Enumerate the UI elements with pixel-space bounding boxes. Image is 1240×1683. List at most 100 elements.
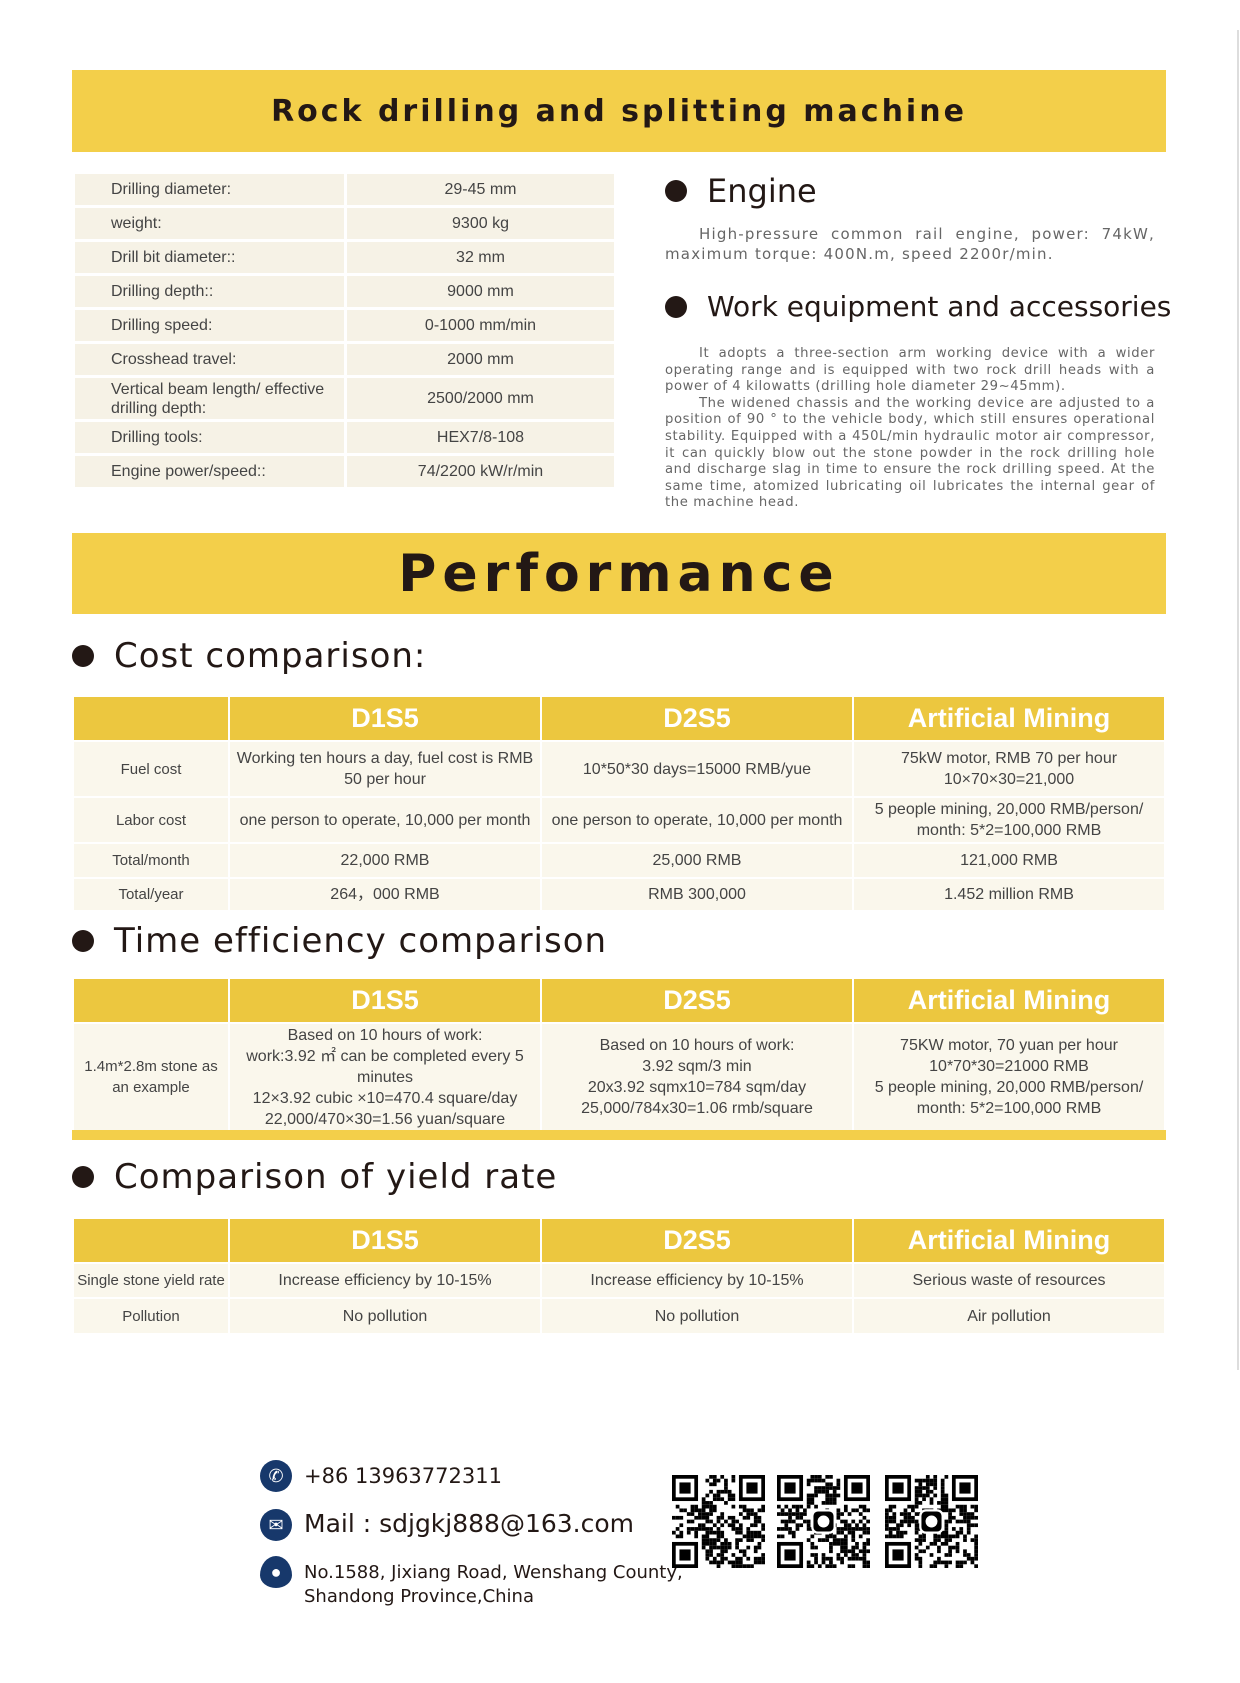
work-heading: Work equipment and accessories: [665, 290, 1171, 323]
table-row: Total/month 22,000 RMB 25,000 RMB 121,000 R…: [72, 842, 1166, 879]
table-cell: 75KW motor, 70 yuan per hour 10*70*30=21…: [852, 1022, 1166, 1132]
engine-heading: Engine: [665, 172, 817, 210]
column-header: D1S5: [228, 1217, 542, 1264]
time-heading: Time efficiency comparison: [72, 921, 607, 961]
bullet-icon: [665, 295, 687, 318]
spec-label: Crosshead travel:: [72, 341, 347, 378]
engine-paragraph: High-pressure common rail engine, power:…: [665, 225, 1155, 263]
address-line-1: No.1588, Jixiang Road, Wenshang County,: [304, 1562, 683, 1583]
spec-row: Drilling diameter: 29-45 mm: [72, 171, 617, 208]
table-footer-band: [72, 1130, 1166, 1140]
spec-value: HEX7/8-108: [344, 419, 617, 456]
table-cell: 10*50*30 days=15000 RMB/yue: [540, 740, 854, 798]
table-cell: Single stone yield rate: [72, 1262, 230, 1299]
spec-value: 9300 kg: [344, 205, 617, 242]
phone-number[interactable]: +86 13963772311: [304, 1464, 502, 1488]
table-cell: one person to operate, 10,000 per month: [540, 796, 854, 844]
bullet-icon: [72, 930, 94, 952]
spec-row: Crosshead travel: 2000 mm: [72, 341, 617, 378]
spec-label: Engine power/speed::: [72, 453, 347, 490]
spec-row: Drill bit diameter:: 32 mm: [72, 239, 617, 276]
phone-icon: ✆: [260, 1460, 292, 1492]
time-table: D1S5 D2S5 Artificial Mining 1.4m*2.8m stone…: [72, 977, 1166, 1132]
column-header: [72, 695, 230, 742]
spec-label: Drill bit diameter::: [72, 239, 347, 276]
table-cell: Based on 10 hours of work: work:3.92 ㎡ c…: [228, 1022, 542, 1132]
spec-row: Drilling tools: HEX7/8-108: [72, 419, 617, 456]
bullet-icon: [665, 180, 687, 202]
spec-label: Drilling speed:: [72, 307, 347, 344]
bullet-icon: [72, 1166, 94, 1188]
mail-icon: ✉: [260, 1509, 292, 1541]
column-header: D1S5: [228, 977, 542, 1024]
column-header: D2S5: [540, 977, 854, 1024]
bullet-icon: [72, 645, 94, 667]
column-header: D1S5: [228, 695, 542, 742]
spec-row: Vertical beam length/ effective drilling…: [72, 375, 617, 422]
header-row: D1S5 D2S5 Artificial Mining: [72, 977, 1166, 1024]
spec-label: Drilling diameter:: [72, 171, 347, 208]
column-header: [72, 977, 230, 1024]
spec-row: weight: 9300 kg: [72, 205, 617, 242]
table-cell: one person to operate, 10,000 per month: [228, 796, 542, 844]
yield-table: D1S5 D2S5 Artificial Mining Single stone yi…: [72, 1217, 1166, 1335]
table-cell: Pollution: [72, 1297, 230, 1335]
spec-label: weight:: [72, 205, 347, 242]
column-header: [72, 1217, 230, 1264]
location-icon: ●: [260, 1556, 292, 1588]
engine-text: High-pressure common rail engine, power:…: [665, 224, 1155, 264]
work-heading-text: Work equipment and accessories: [707, 290, 1172, 323]
spec-label: Drilling tools:: [72, 419, 347, 456]
performance-banner: Performance: [72, 533, 1166, 614]
work-paragraph-1: It adopts a three-section arm working de…: [665, 346, 1155, 395]
spec-value: 2000 mm: [344, 341, 617, 378]
email[interactable]: Mail : sdjgkj888@163.com: [304, 1509, 635, 1538]
whatsapp-qr-code: [885, 1475, 978, 1568]
work-text: It adopts a three-section arm working de…: [665, 346, 1155, 512]
table-cell: Working ten hours a day, fuel cost is RM…: [228, 740, 542, 798]
spec-value: 32 mm: [344, 239, 617, 276]
spec-value: 2500/2000 mm: [344, 375, 617, 422]
spec-value: 0-1000 mm/min: [344, 307, 617, 344]
table-cell: 1.4m*2.8m stone as an example: [72, 1022, 230, 1132]
column-header: D2S5: [540, 695, 854, 742]
page-edge-line: [1237, 30, 1239, 1370]
spec-value: 74/2200 kW/r/min: [344, 453, 617, 490]
table-row: Fuel cost Working ten hours a day, fuel c…: [72, 740, 1166, 798]
engine-heading-text: Engine: [707, 172, 817, 210]
table-row: Pollution No pollution No pollution Air pol…: [72, 1297, 1166, 1335]
column-header: Artificial Mining: [852, 977, 1166, 1024]
table-cell: No pollution: [228, 1297, 542, 1335]
spec-value: 29-45 mm: [344, 171, 617, 208]
table-row: Single stone yield rate Increase efficien…: [72, 1262, 1166, 1299]
table-cell: Increase efficiency by 10-15%: [540, 1262, 854, 1299]
table-row: 1.4m*2.8m stone as an example Based on 10…: [72, 1022, 1166, 1132]
cost-table: D1S5 D2S5 Artificial Mining Fuel cost Workin…: [72, 695, 1166, 912]
table-cell: 5 people mining, 20,000 RMB/person/ mont…: [852, 796, 1166, 844]
table-cell: 121,000 RMB: [852, 842, 1166, 879]
table-cell: RMB 300,000: [540, 877, 854, 912]
table-cell: 22,000 RMB: [228, 842, 542, 879]
table-cell: Air pollution: [852, 1297, 1166, 1335]
work-paragraph-2: The widened chassis and the working devi…: [665, 395, 1155, 511]
table-cell: Fuel cost: [72, 740, 230, 798]
table-cell: 264，000 RMB: [228, 877, 542, 912]
table-row: Total/year 264，000 RMB RMB 300,000 1.452 mi…: [72, 877, 1166, 912]
spec-label: Vertical beam length/ effective drilling…: [72, 375, 347, 422]
header-row: D1S5 D2S5 Artificial Mining: [72, 1217, 1166, 1264]
table-cell: 1.452 million RMB: [852, 877, 1166, 912]
title-banner: Rock drilling and splitting machine: [72, 70, 1166, 152]
spec-value: 9000 mm: [344, 273, 617, 310]
table-cell: No pollution: [540, 1297, 854, 1335]
table-cell: Total/month: [72, 842, 230, 879]
wechat-qr-code: [777, 1475, 870, 1568]
time-heading-text: Time efficiency comparison: [114, 921, 608, 961]
table-row: Labor cost one person to operate, 10,000 …: [72, 796, 1166, 844]
cost-heading: Cost comparison:: [72, 636, 426, 676]
spec-label: Drilling depth::: [72, 273, 347, 310]
column-header: Artificial Mining: [852, 1217, 1166, 1264]
qr-code: [672, 1475, 765, 1568]
table-cell: Total/year: [72, 877, 230, 912]
header-row: D1S5 D2S5 Artificial Mining: [72, 695, 1166, 742]
yield-heading: Comparison of yield rate: [72, 1157, 557, 1197]
